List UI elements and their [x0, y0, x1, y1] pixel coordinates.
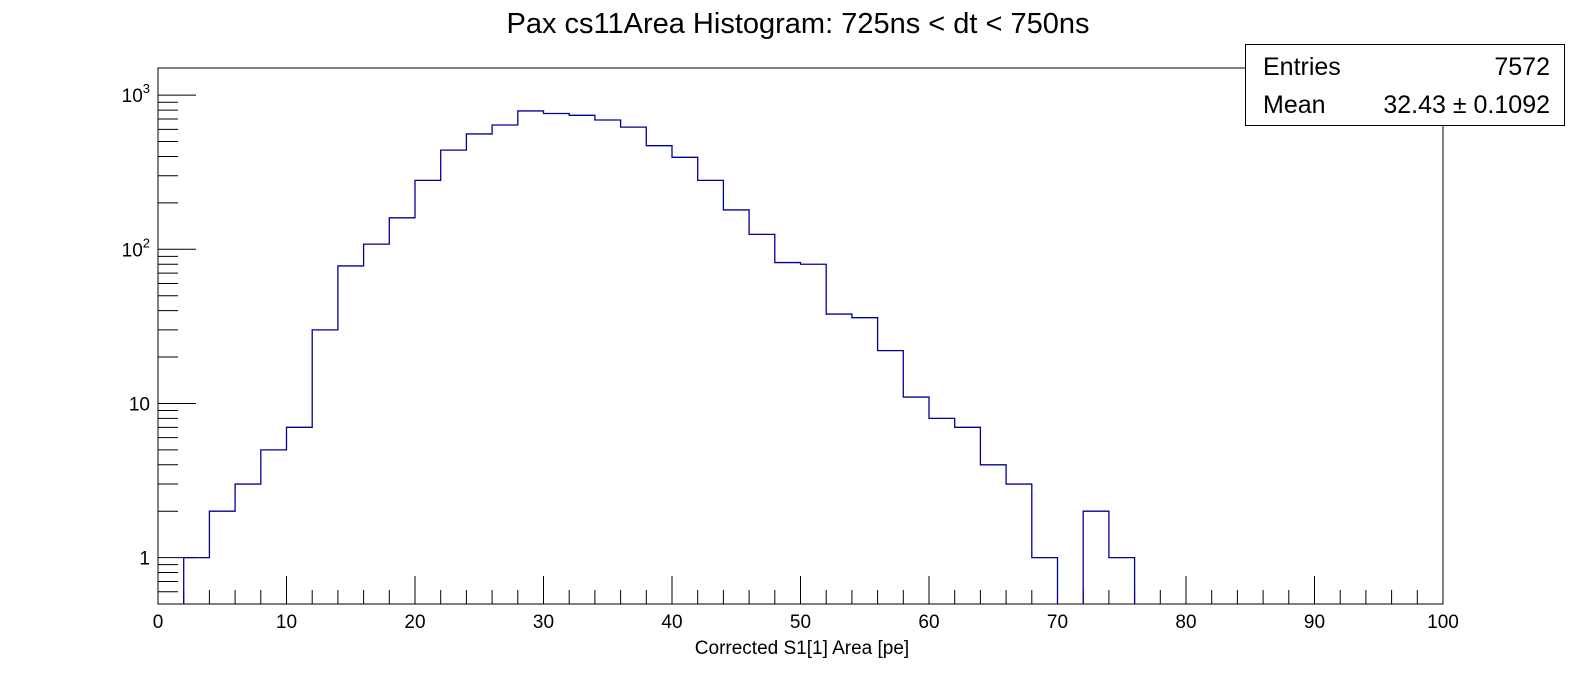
x-tick-label: 60 — [918, 612, 939, 633]
stats-row-mean: Mean 32.43 ± 0.1092 — [1246, 85, 1564, 125]
x-tick-label: 20 — [404, 612, 425, 633]
x-tick-label: 0 — [153, 612, 164, 633]
x-tick-label: 70 — [1047, 612, 1068, 633]
chart-title: Pax cs11Area Histogram: 725ns < dt < 750… — [506, 8, 1089, 40]
stats-mean-label: Mean — [1263, 91, 1326, 119]
y-tick-label: 10 — [129, 394, 150, 415]
x-tick-label: 80 — [1175, 612, 1196, 633]
stats-entries-value: 7572 — [1494, 53, 1550, 81]
x-axis-label: Corrected S1[1] Area [pe] — [695, 638, 909, 659]
y-tick-label: 103 — [122, 81, 150, 107]
stats-box: Entries 7572 Mean 32.43 ± 0.1092 — [1245, 44, 1565, 126]
y-tick-label: 1 — [139, 549, 150, 570]
stats-row-entries: Entries 7572 — [1246, 47, 1564, 87]
x-tick-label: 30 — [533, 612, 554, 633]
x-tick-label: 100 — [1427, 612, 1459, 633]
x-tick-label: 40 — [661, 612, 682, 633]
plot-frame — [157, 67, 1444, 605]
x-tick-label: 90 — [1304, 612, 1325, 633]
stats-mean-value: 32.43 ± 0.1092 — [1383, 91, 1550, 119]
x-tick-label: 50 — [790, 612, 811, 633]
x-tick-label: 10 — [276, 612, 297, 633]
y-tick-label: 102 — [122, 235, 150, 261]
stats-entries-label: Entries — [1263, 53, 1341, 81]
histogram-series-line — [183, 110, 1136, 604]
